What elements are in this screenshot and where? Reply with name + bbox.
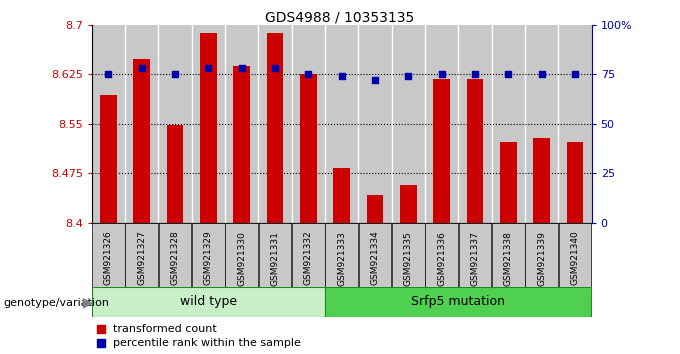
Bar xyxy=(558,223,592,287)
Point xyxy=(503,72,514,77)
Point xyxy=(337,74,347,79)
Text: GSM921330: GSM921330 xyxy=(237,231,246,286)
Bar xyxy=(292,223,325,287)
Bar xyxy=(192,25,225,223)
Text: GSM921327: GSM921327 xyxy=(137,231,146,285)
Point xyxy=(237,65,248,71)
Bar xyxy=(492,25,525,223)
Text: GSM921329: GSM921329 xyxy=(204,231,213,285)
Bar xyxy=(392,223,425,287)
Bar xyxy=(367,195,384,223)
Point xyxy=(370,78,381,83)
Point xyxy=(437,72,447,77)
Text: GDS4988 / 10353135: GDS4988 / 10353135 xyxy=(265,11,415,25)
Bar xyxy=(100,96,117,223)
Bar xyxy=(167,125,184,223)
Text: GSM921336: GSM921336 xyxy=(437,231,446,286)
Text: GSM921334: GSM921334 xyxy=(371,231,379,285)
Text: GSM921340: GSM921340 xyxy=(571,231,579,285)
Bar xyxy=(225,25,258,223)
Text: GSM921338: GSM921338 xyxy=(504,231,513,286)
Legend: transformed count, percentile rank within the sample: transformed count, percentile rank withi… xyxy=(97,324,301,348)
Bar xyxy=(358,25,392,223)
Bar xyxy=(333,168,350,223)
Text: GSM921333: GSM921333 xyxy=(337,231,346,286)
Bar xyxy=(458,223,492,287)
Bar xyxy=(125,223,158,287)
Text: wild type: wild type xyxy=(180,295,237,308)
Point xyxy=(170,72,181,77)
Text: GSM921335: GSM921335 xyxy=(404,231,413,286)
Point xyxy=(303,72,314,77)
Text: GSM921326: GSM921326 xyxy=(104,231,113,285)
Bar xyxy=(258,223,292,287)
Bar xyxy=(125,25,158,223)
Point xyxy=(103,72,114,77)
Bar xyxy=(525,25,558,223)
Bar xyxy=(425,25,458,223)
Text: GSM921332: GSM921332 xyxy=(304,231,313,285)
Bar xyxy=(200,33,217,223)
Bar xyxy=(325,223,358,287)
Bar xyxy=(392,25,425,223)
Bar xyxy=(425,223,458,287)
Text: GSM921328: GSM921328 xyxy=(171,231,180,285)
Bar xyxy=(92,25,125,223)
Bar xyxy=(133,59,150,223)
Bar xyxy=(325,287,592,317)
Bar xyxy=(500,142,517,223)
Point xyxy=(403,74,413,79)
Point xyxy=(136,65,147,71)
Bar xyxy=(466,79,483,223)
Bar xyxy=(433,79,450,223)
Bar xyxy=(292,25,325,223)
Bar xyxy=(533,138,550,223)
Bar xyxy=(258,25,292,223)
Text: GSM921337: GSM921337 xyxy=(471,231,479,286)
Bar xyxy=(158,223,192,287)
Bar xyxy=(300,74,317,223)
Point xyxy=(469,72,480,77)
Bar xyxy=(267,33,284,223)
Bar xyxy=(92,223,125,287)
Bar xyxy=(92,287,325,317)
Bar xyxy=(158,25,192,223)
Text: GSM921331: GSM921331 xyxy=(271,231,279,286)
Bar xyxy=(566,142,583,223)
Text: ▶: ▶ xyxy=(83,296,94,310)
Bar xyxy=(492,223,525,287)
Bar xyxy=(233,66,250,223)
Bar xyxy=(325,25,358,223)
Bar xyxy=(525,223,558,287)
Bar xyxy=(358,223,392,287)
Text: genotype/variation: genotype/variation xyxy=(3,298,109,308)
Bar xyxy=(558,25,592,223)
Bar xyxy=(225,223,258,287)
Bar xyxy=(400,185,417,223)
Text: GSM921339: GSM921339 xyxy=(537,231,546,286)
Bar xyxy=(458,25,492,223)
Point xyxy=(536,72,547,77)
Text: Srfp5 mutation: Srfp5 mutation xyxy=(411,295,505,308)
Bar xyxy=(192,223,225,287)
Point xyxy=(203,65,214,71)
Point xyxy=(570,72,581,77)
Point xyxy=(269,65,280,71)
